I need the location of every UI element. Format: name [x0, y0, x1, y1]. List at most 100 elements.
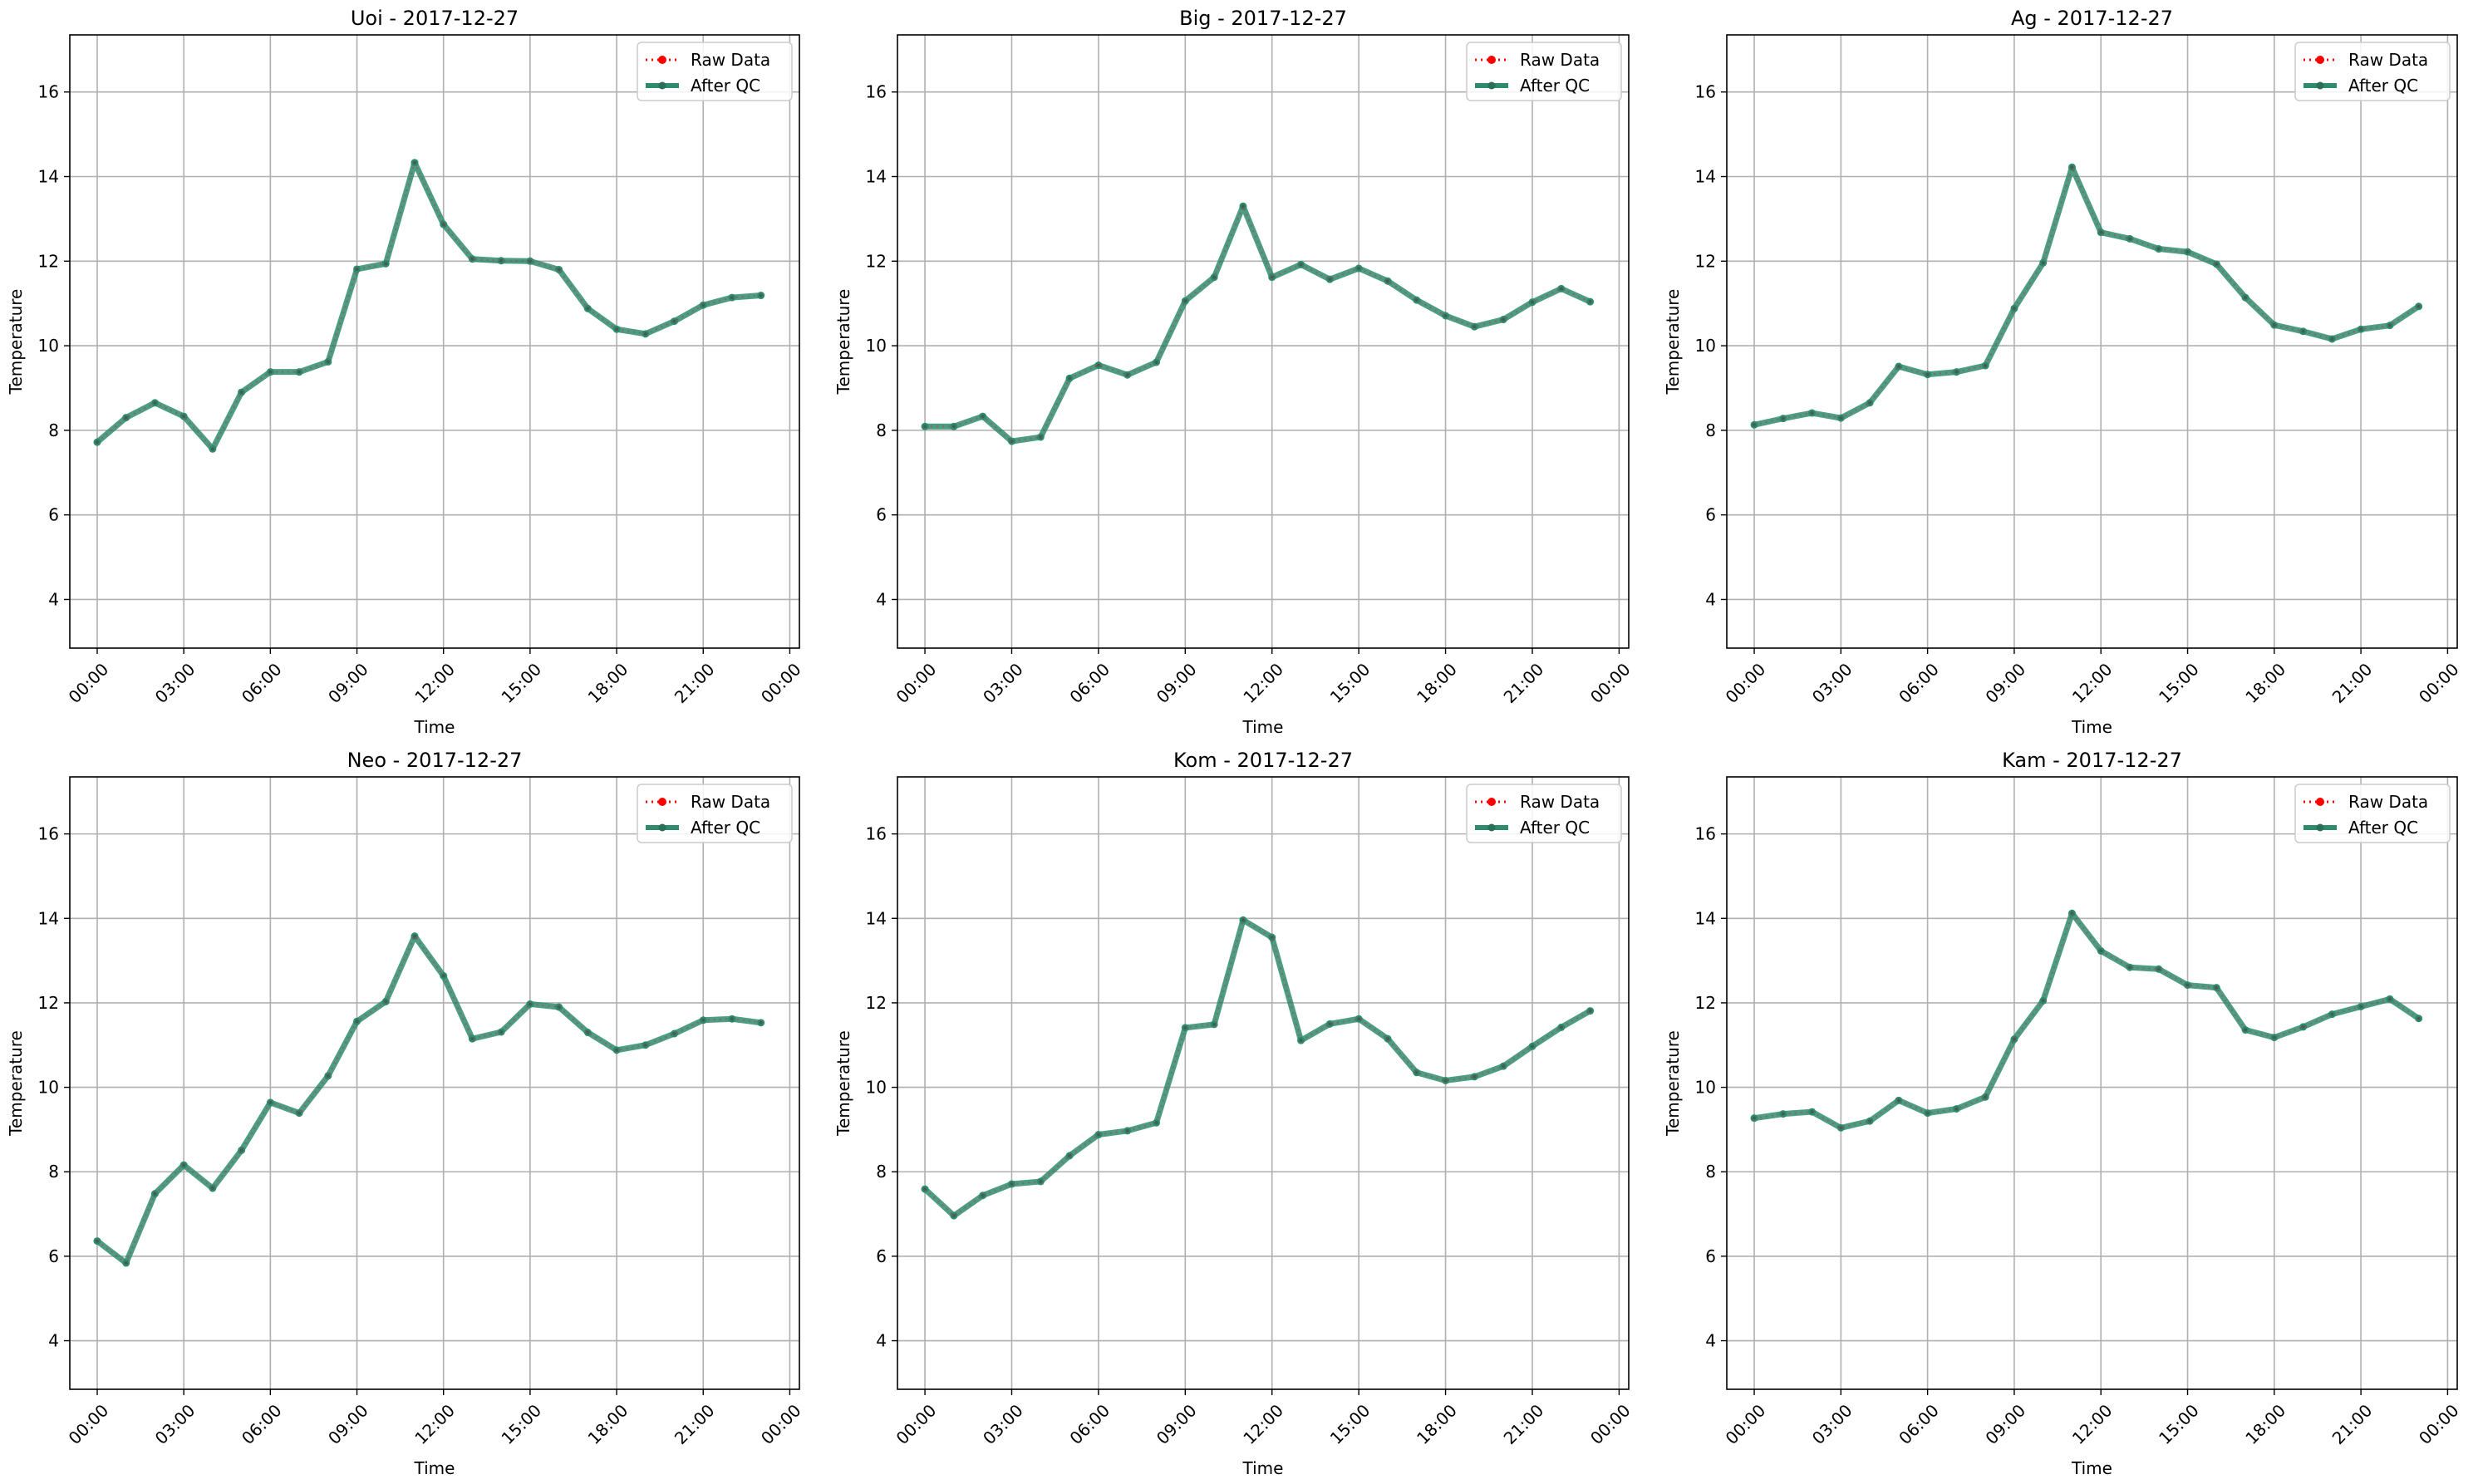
y-tick-label: 6 — [876, 1246, 887, 1266]
raw-data-point — [1270, 275, 1274, 279]
y-tick-label: 16 — [38, 82, 59, 102]
y-tick-label: 8 — [1705, 420, 1716, 440]
raw-data-point — [615, 327, 619, 332]
raw-data-point — [2359, 1005, 2363, 1009]
raw-data-point — [981, 415, 985, 419]
x-tick-label: 06:00 — [1895, 659, 1943, 707]
raw-data-point — [2127, 237, 2131, 241]
x-axis-label: Time — [414, 1458, 455, 1478]
raw-data-point — [499, 258, 504, 263]
y-tick-label: 14 — [1695, 167, 1716, 187]
raw-data-point — [124, 415, 128, 420]
raw-data-point — [1328, 278, 1332, 282]
legend-qc-marker — [658, 823, 666, 832]
x-tick-label: 06:00 — [1065, 1400, 1114, 1448]
after-qc-line — [1753, 164, 2421, 428]
raw-data-point — [1868, 1119, 1872, 1123]
raw-data-point — [528, 1002, 532, 1006]
x-tick-label: 12:00 — [411, 1400, 459, 1448]
y-tick-label: 12 — [866, 251, 887, 271]
after-qc-line — [922, 916, 1592, 1219]
y-tick-label: 10 — [866, 1078, 887, 1098]
legend-raw-marker — [2316, 56, 2324, 64]
raw-data-point — [1010, 440, 1014, 444]
y-tick-label: 16 — [1695, 82, 1716, 102]
chart-title: Ag - 2017-12-27 — [2011, 7, 2173, 30]
y-tick-label: 8 — [876, 1162, 887, 1182]
x-tick-label: 15:00 — [1326, 1400, 1374, 1448]
raw-data-point — [1154, 1121, 1158, 1125]
x-tick-label: 03:00 — [979, 659, 1027, 707]
raw-data-point — [2301, 329, 2305, 333]
raw-data-line — [96, 160, 761, 451]
raw-data-point — [1357, 266, 1361, 270]
y-tick-label: 10 — [38, 1078, 59, 1098]
raw-data-point — [1530, 1044, 1534, 1049]
raw-data-point — [153, 400, 157, 405]
x-tick-label: 18:00 — [584, 1400, 632, 1448]
raw-data-point — [2127, 966, 2131, 970]
axes-frame — [1726, 34, 2458, 649]
raw-data-point — [2417, 1016, 2421, 1020]
raw-data-point — [1925, 1111, 1930, 1115]
raw-data-point — [441, 223, 445, 227]
x-tick-label: 21:00 — [2328, 1400, 2377, 1448]
x-tick-label: 09:00 — [1981, 1400, 2029, 1448]
raw-data-point — [951, 1214, 956, 1218]
x-tick-label: 03:00 — [1808, 659, 1856, 707]
raw-data-point — [701, 1018, 706, 1022]
chart-title: Kam - 2017-12-27 — [2002, 749, 2182, 772]
raw-data-point — [441, 974, 445, 978]
chart-panel-1: 00:00 03:00 06:00 09:00 12:00 15:00 18:00 21:00… — [833, 7, 1635, 737]
x-tick-label: 21:00 — [2328, 659, 2377, 707]
raw-data-point — [384, 1000, 388, 1004]
raw-data-point — [1328, 1022, 1332, 1026]
x-tick-label: 09:00 — [324, 1400, 372, 1448]
x-tick-label: 03:00 — [151, 659, 199, 707]
y-tick-label: 4 — [48, 1331, 59, 1351]
y-tick-label: 14 — [38, 908, 59, 928]
raw-data-point — [586, 307, 590, 311]
raw-data-point — [528, 259, 532, 263]
chart-panel-2: 00:00 03:00 06:00 09:00 12:00 15:00 18:00 21:00… — [1663, 7, 2463, 737]
x-tick-label: 12:00 — [411, 659, 459, 707]
raw-data-point — [2272, 323, 2276, 327]
raw-data-point — [182, 1163, 186, 1167]
x-tick-label: 03:00 — [151, 1400, 199, 1448]
raw-data-point — [210, 1187, 214, 1191]
y-tick-label: 14 — [1695, 908, 1716, 928]
raw-data-point — [2070, 912, 2074, 916]
raw-data-point — [153, 1192, 157, 1196]
raw-data-point — [586, 1030, 590, 1034]
y-tick-label: 8 — [48, 420, 59, 440]
y-axis-label: Temperature — [833, 289, 853, 396]
raw-data-point — [470, 1037, 474, 1041]
x-tick-label: 15:00 — [1326, 659, 1374, 707]
x-tick-label: 00:00 — [2415, 1400, 2463, 1448]
raw-data-point — [923, 1187, 927, 1192]
raw-data-point — [268, 370, 273, 374]
raw-data-point — [297, 1111, 302, 1115]
raw-data-point — [1125, 373, 1129, 377]
after-qc-line — [1753, 910, 2421, 1131]
x-tick-label: 03:00 — [979, 1400, 1027, 1448]
legend-qc-label: After QC — [1520, 818, 1590, 838]
raw-data-point — [643, 1043, 647, 1047]
raw-data-point — [1925, 372, 1930, 376]
raw-data-point — [124, 1261, 128, 1265]
raw-data-point — [1984, 364, 1988, 368]
raw-data-point — [2330, 1012, 2334, 1016]
legend-raw-marker — [1487, 56, 1496, 64]
chart-title: Neo - 2017-12-27 — [347, 749, 523, 772]
raw-data-point — [1068, 376, 1072, 381]
x-tick-label: 15:00 — [497, 1400, 545, 1448]
y-tick-label: 6 — [1705, 505, 1716, 525]
raw-data-point — [1896, 365, 1900, 369]
after-qc-line — [925, 203, 1592, 445]
raw-data-point — [1212, 1022, 1217, 1026]
raw-data-point — [1530, 300, 1534, 304]
raw-data-point — [1385, 1037, 1389, 1041]
x-axis-label: Time — [2071, 1458, 2112, 1478]
y-tick-label: 4 — [1705, 1331, 1716, 1351]
raw-data-point — [2099, 230, 2103, 234]
